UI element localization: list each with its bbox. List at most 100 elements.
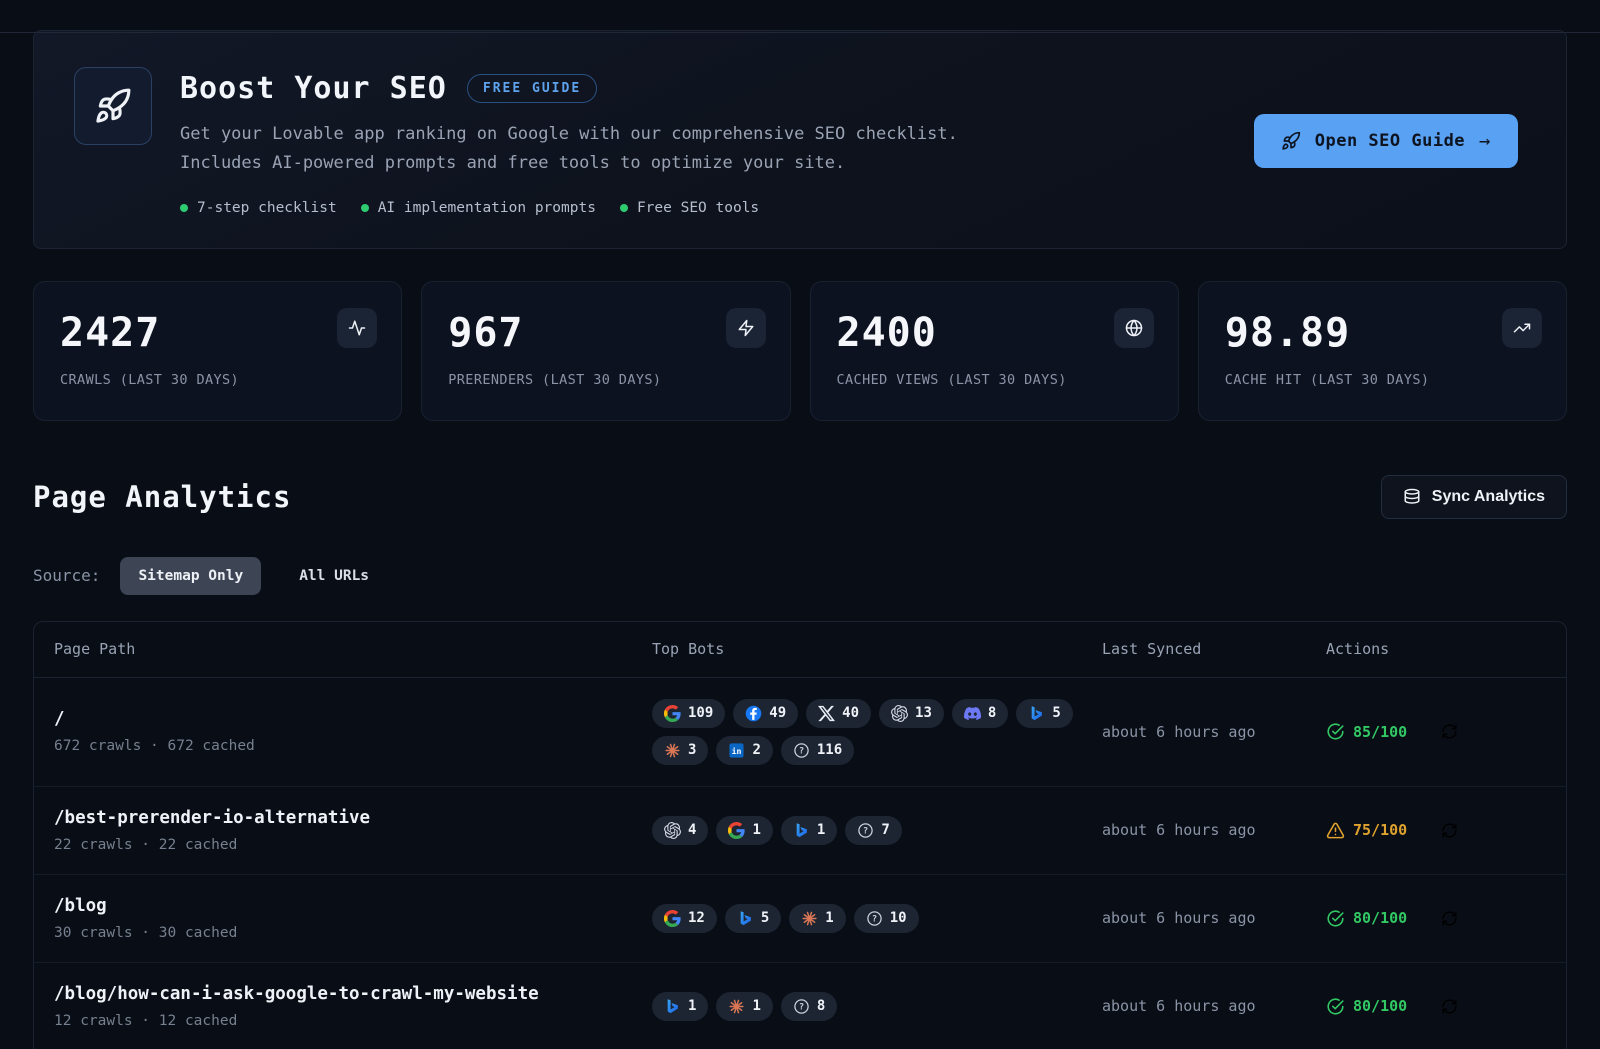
bing-icon [793, 822, 810, 839]
page-path: /blog/how-can-i-ask-google-to-crawl-my-w… [54, 983, 539, 1004]
table-body: / 672 crawls · 672 cached 109 49 40 13 8 5 3 2 1… [34, 678, 1566, 1049]
last-synced: about 6 hours ago [1102, 821, 1256, 840]
bot-count: 116 [816, 742, 843, 759]
stat-icon-box [725, 307, 766, 348]
warning-icon [1326, 821, 1345, 840]
bot-badges: 12 5 1 10 [652, 903, 1082, 933]
top-divider [0, 32, 1600, 33]
openai-icon [891, 705, 908, 722]
trending-up-icon [1513, 319, 1531, 337]
page-path: /best-prerender-io-alternative [54, 807, 371, 828]
anthropic-bot-badge: 1 [716, 991, 773, 1021]
score-value: 75/100 [1353, 821, 1408, 840]
bing-bot-badge: 5 [1016, 698, 1073, 728]
page-analytics-table: Page Path Top Bots Last Synced Actions /… [33, 620, 1567, 1049]
green-dot-icon [360, 203, 369, 212]
openai-bot-badge: 13 [879, 698, 944, 728]
anthropic-bot-badge: 1 [789, 903, 846, 933]
bot-badges: 1 1 8 [652, 991, 1082, 1021]
refresh-icon [1441, 998, 1458, 1015]
feature-item: 7-step checklist [180, 200, 337, 216]
bot-count: 8 [987, 705, 997, 722]
unknown-icon [793, 998, 810, 1015]
source-option-sitemap-only[interactable]: Sitemap Only [120, 556, 262, 595]
score-value: 85/100 [1353, 722, 1408, 741]
google-bot-badge: 109 [652, 698, 726, 728]
anthropic-icon [728, 998, 745, 1015]
last-synced: about 6 hours ago [1102, 909, 1256, 928]
column-header-page-path: Page Path [54, 640, 136, 659]
rocket-icon-box [74, 67, 152, 145]
bot-count: 109 [688, 705, 714, 722]
source-option-all-urls[interactable]: All URLs [281, 557, 387, 595]
bot-count: 8 [816, 998, 826, 1015]
rocket-icon [94, 87, 132, 125]
bing-icon [737, 910, 754, 927]
unknown-bot-badge: 7 [845, 815, 902, 845]
stat-icon-box [337, 307, 378, 348]
stat-icon-box [1113, 307, 1154, 348]
check-circle-icon [1326, 722, 1345, 741]
green-dot-icon [619, 203, 628, 212]
refresh-button[interactable] [1441, 998, 1458, 1015]
refresh-button[interactable] [1441, 910, 1458, 927]
bot-count: 1 [752, 998, 761, 1015]
green-dot-icon [180, 203, 188, 212]
unknown-icon [793, 742, 810, 759]
bot-count: 5 [760, 910, 770, 927]
globe-icon [1125, 319, 1143, 337]
unknown-bot-badge: 8 [780, 991, 838, 1021]
bot-count: 5 [1052, 705, 1061, 722]
zap-icon [737, 319, 755, 337]
stat-label: CRAWLS (LAST 30 DAYS) [60, 371, 240, 388]
stat-label: CACHED VIEWS (LAST 30 DAYS) [836, 371, 1067, 388]
column-header-last-synced: Last Synced [1102, 640, 1202, 659]
bot-badges: 109 49 40 13 8 5 3 2 116 [652, 698, 1082, 765]
google-bot-badge: 12 [652, 903, 717, 933]
database-icon [1403, 488, 1421, 506]
bot-count: 1 [825, 910, 834, 927]
stat-label: PRERENDERS (LAST 30 DAYS) [448, 371, 662, 388]
column-header-top-bots: Top Bots [652, 640, 725, 659]
open-seo-guide-button[interactable]: Open SEO Guide → [1253, 114, 1518, 169]
linkedin-icon [728, 742, 745, 759]
bot-badges: 4 1 1 7 [652, 815, 1082, 845]
cta-label: Open SEO Guide [1314, 131, 1466, 152]
openai-icon [664, 822, 681, 839]
check-circle-icon [1326, 909, 1345, 928]
table-row: /blog/how-can-i-ask-google-to-crawl-my-w… [34, 963, 1566, 1049]
facebook-icon [745, 705, 762, 722]
arrow-right-icon: → [1479, 130, 1491, 153]
anthropic-icon [664, 742, 681, 759]
bot-count: 13 [915, 705, 932, 722]
page-analytics-title: Page Analytics [33, 479, 292, 514]
table-row: /best-prerender-io-alternative 22 crawls… [34, 787, 1566, 875]
seo-score: 75/100 [1326, 821, 1407, 840]
feature-label: Free SEO tools [636, 199, 760, 216]
unknown-bot-badge: 10 [853, 903, 919, 933]
bing-icon [1028, 705, 1045, 722]
refresh-button[interactable] [1441, 723, 1458, 740]
banner-features: 7-step checklist AI implementation promp… [180, 200, 1226, 216]
seo-score: 80/100 [1326, 997, 1407, 1016]
page-crawl-meta: 672 crawls · 672 cached [54, 738, 255, 755]
score-value: 80/100 [1353, 909, 1408, 928]
bot-count: 2 [752, 742, 761, 759]
seo-score: 85/100 [1326, 722, 1407, 741]
seo-banner: Boost Your SEO FREE GUIDE Get your Lovab… [33, 30, 1567, 249]
sync-analytics-label: Sync Analytics [1431, 487, 1545, 505]
page-path: / [54, 709, 65, 730]
facebook-bot-badge: 49 [733, 698, 799, 728]
refresh-icon [1441, 723, 1458, 740]
stat-icon-box [1502, 307, 1542, 348]
unknown-bot-badge: 116 [780, 735, 855, 765]
google-icon [664, 705, 681, 722]
bing-bot-badge: 1 [652, 991, 709, 1021]
bot-count: 3 [688, 742, 697, 759]
bot-count: 1 [752, 822, 761, 839]
anthropic-bot-badge: 3 [652, 735, 709, 765]
sync-analytics-button[interactable]: Sync Analytics [1380, 474, 1567, 519]
source-label: Source: [33, 566, 101, 586]
banner-title: Boost Your SEO [180, 71, 447, 106]
refresh-button[interactable] [1441, 822, 1458, 839]
